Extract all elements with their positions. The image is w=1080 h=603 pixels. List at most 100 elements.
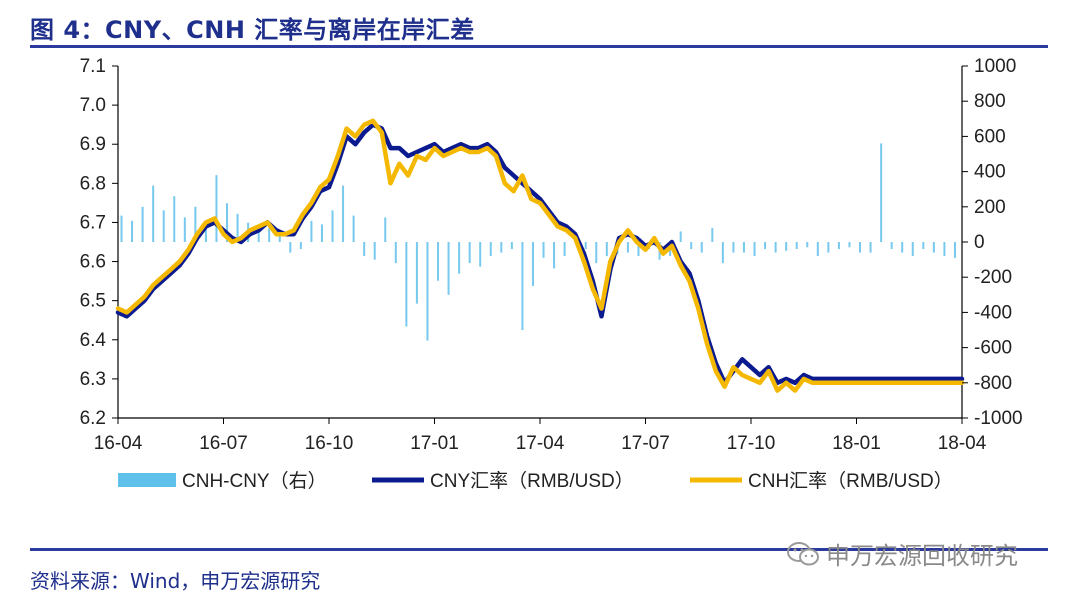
left-tick-label: 6.2	[80, 408, 106, 429]
x-tick-label: 17-07	[621, 433, 670, 454]
x-tick-label: 17-10	[727, 433, 776, 454]
spread-bar	[320, 224, 323, 242]
spread-bar	[869, 242, 872, 253]
spread-bar	[479, 242, 482, 267]
cny-line	[115, 122, 965, 386]
right-tick-label: -600	[974, 338, 1012, 359]
left-tick-label: 6.5	[80, 291, 106, 312]
x-tick-label: 16-10	[305, 433, 354, 454]
spread-bar	[711, 227, 714, 242]
spread-bar	[447, 242, 450, 295]
right-tick-label: 800	[974, 91, 1006, 112]
spread-bar	[521, 242, 524, 330]
spread-bar	[437, 242, 440, 281]
spread-bar	[405, 242, 408, 327]
spread-bar	[953, 242, 956, 258]
spread-bar	[458, 242, 461, 274]
left-tick-label: 6.4	[80, 330, 107, 351]
spread-bar	[120, 215, 123, 242]
left-tick-label: 6.6	[80, 252, 106, 273]
cnh-line	[115, 118, 965, 393]
spread-bar	[753, 242, 756, 257]
spread-bar	[141, 206, 144, 242]
x-tick-label: 16-07	[199, 433, 248, 454]
spread-bar	[257, 226, 260, 242]
left-tick-label: 7.0	[80, 95, 106, 116]
spread-bar	[700, 242, 703, 253]
spread-bar	[173, 196, 176, 242]
spread-bar	[510, 242, 513, 250]
spread-bar	[595, 242, 598, 264]
spread-bar	[500, 242, 503, 253]
spread-bar	[131, 220, 134, 242]
right-tick-label: -800	[974, 373, 1012, 394]
spread-bar	[162, 210, 165, 242]
right-tick-label: -200	[974, 267, 1012, 288]
left-axis: 7.1 7.0 6.9 6.8 6.7 6.6 6.5 6.4 6.3 6.2	[80, 56, 118, 429]
spread-bar	[732, 242, 735, 253]
spread-bar	[384, 217, 387, 242]
spread-bar	[299, 242, 302, 250]
x-tick-label: 17-01	[410, 433, 459, 454]
title-rule	[30, 45, 1048, 48]
right-tick-label: 400	[974, 162, 1006, 183]
spread-bar	[236, 213, 239, 242]
spread-bar	[605, 242, 608, 257]
spread-bar	[342, 185, 345, 242]
spread-bars	[120, 143, 956, 341]
x-tick-label: 18-04	[938, 433, 987, 454]
spread-bar	[331, 210, 334, 242]
watermark-text: 申万宏源回收研究	[826, 542, 1018, 570]
spread-bar	[226, 203, 229, 242]
legend-spread-swatch	[118, 473, 176, 487]
x-tick-label: 16-04	[94, 433, 143, 454]
spread-bar	[880, 143, 883, 242]
spread-bar	[816, 242, 819, 257]
right-axis: 1000 800 600 400 200 0 -200 -400 -600 -800 -1000	[962, 56, 1023, 429]
spread-bar	[278, 231, 281, 242]
spread-bar	[626, 242, 629, 253]
left-tick-label: 6.3	[80, 369, 106, 390]
spread-bar	[553, 242, 556, 269]
right-tick-label: 600	[974, 126, 1006, 147]
spread-bar	[563, 242, 566, 257]
spread-bar	[363, 242, 366, 257]
legend: CNH-CNY（右） CNY汇率（RMB/USD） CNH汇率（RMB/USD）	[118, 470, 953, 492]
spread-bar	[489, 242, 492, 257]
spread-bar	[373, 242, 376, 260]
left-tick-label: 6.8	[80, 173, 106, 194]
spread-bar	[542, 242, 545, 258]
spread-bar	[901, 242, 904, 253]
spread-bar	[679, 231, 682, 242]
watermark: 申万宏源回收研究	[786, 536, 1018, 571]
spread-bar	[152, 185, 155, 242]
spread-bar	[785, 242, 788, 251]
spread-bar	[268, 227, 271, 242]
spread-bar	[932, 242, 935, 253]
spread-bar	[911, 242, 914, 257]
chart-title: 图 4：CNY、CNH 汇率与离岸在岸汇差	[30, 16, 475, 44]
spread-bar	[764, 242, 767, 250]
spread-bar	[848, 242, 851, 248]
x-tick-label: 17-04	[516, 433, 565, 454]
spread-bar	[468, 242, 471, 264]
right-tick-label: 0	[974, 232, 985, 253]
left-tick-label: 6.7	[80, 212, 106, 233]
right-tick-label: 1000	[974, 56, 1016, 77]
wechat-icon	[787, 541, 819, 565]
x-axis: 16-04 16-07 16-10 17-01 17-04 17-07 17-10 18-01…	[94, 418, 987, 454]
source-note: 资料来源：Wind，申万宏源研究	[30, 569, 321, 593]
spread-bar	[859, 242, 862, 253]
legend-cnh-label: CNH汇率（RMB/USD）	[748, 470, 953, 492]
spread-bar	[194, 206, 197, 242]
spread-bar	[531, 242, 534, 286]
plot-frame	[117, 66, 963, 419]
spread-bar	[690, 242, 693, 250]
spread-bar	[721, 242, 724, 264]
spread-bar	[394, 242, 397, 264]
spread-bar	[352, 215, 355, 242]
spread-bar	[943, 242, 946, 257]
spread-bar	[584, 242, 587, 250]
spread-bar	[806, 242, 809, 248]
